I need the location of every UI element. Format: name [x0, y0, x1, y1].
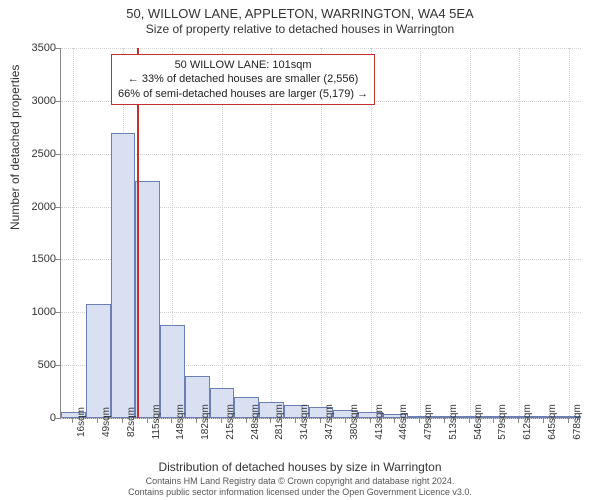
- xtick-label: 347sqm: [324, 404, 335, 440]
- xtick-mark: [246, 418, 247, 423]
- xtick-label: 612sqm: [522, 404, 533, 440]
- bar: [111, 133, 136, 418]
- xtick-label: 82sqm: [126, 407, 137, 437]
- xtick-label: 115sqm: [151, 405, 162, 440]
- xtick-mark: [493, 418, 494, 423]
- xtick-label: 413sqm: [374, 404, 385, 440]
- ytick-label: 1000: [6, 306, 56, 318]
- xtick-label: 248sqm: [250, 404, 261, 440]
- gridline-v: [519, 48, 520, 418]
- chart-title: 50, WILLOW LANE, APPLETON, WARRINGTON, W…: [0, 0, 600, 22]
- xtick-label: 281sqm: [274, 404, 285, 440]
- xtick-mark: [469, 418, 470, 423]
- xtick-mark: [543, 418, 544, 423]
- bar: [86, 304, 111, 418]
- ytick-label: 1500: [6, 253, 56, 265]
- xtick-label: 182sqm: [200, 404, 211, 440]
- xtick-label: 546sqm: [473, 404, 484, 440]
- callout-line2: ← 33% of detached houses are smaller (2,…: [118, 72, 368, 86]
- xtick-label: 215sqm: [225, 404, 236, 440]
- ytick-mark: [55, 365, 60, 366]
- chart-subtitle: Size of property relative to detached ho…: [0, 22, 600, 36]
- xtick-mark: [97, 418, 98, 423]
- gridline-v: [420, 48, 421, 418]
- xtick-label: 645sqm: [547, 404, 558, 440]
- xtick-mark: [320, 418, 321, 423]
- xtick-mark: [72, 418, 73, 423]
- xtick-mark: [270, 418, 271, 423]
- ytick-mark: [55, 101, 60, 102]
- xtick-mark: [295, 418, 296, 423]
- ytick-mark: [55, 259, 60, 260]
- footer-line2: Contains public sector information licen…: [0, 487, 600, 498]
- xtick-mark: [345, 418, 346, 423]
- gridline-v: [73, 48, 74, 418]
- callout-line3: 66% of semi-detached houses are larger (…: [118, 87, 368, 101]
- gridline-v: [470, 48, 471, 418]
- xtick-label: 446sqm: [398, 404, 409, 440]
- xtick-label: 314sqm: [299, 404, 310, 440]
- xtick-mark: [444, 418, 445, 423]
- xtick-mark: [196, 418, 197, 423]
- gridline-v: [569, 48, 570, 418]
- xtick-label: 16sqm: [76, 407, 87, 437]
- ytick-mark: [55, 154, 60, 155]
- xtick-label: 380sqm: [349, 404, 360, 440]
- ytick-label: 3500: [6, 42, 56, 54]
- xtick-mark: [419, 418, 420, 423]
- callout-box: 50 WILLOW LANE: 101sqm ← 33% of detached…: [111, 54, 375, 105]
- xtick-label: 513sqm: [448, 404, 459, 440]
- xtick-label: 479sqm: [423, 404, 434, 440]
- ytick-label: 500: [6, 359, 56, 371]
- xtick-mark: [122, 418, 123, 423]
- xtick-mark: [221, 418, 222, 423]
- xtick-mark: [394, 418, 395, 423]
- xtick-mark: [518, 418, 519, 423]
- ytick-mark: [55, 418, 60, 419]
- ytick-label: 2000: [6, 201, 56, 213]
- callout-line1: 50 WILLOW LANE: 101sqm: [118, 58, 368, 72]
- ytick-mark: [55, 312, 60, 313]
- footer-line1: Contains HM Land Registry data © Crown c…: [0, 476, 600, 487]
- xtick-mark: [147, 418, 148, 423]
- ytick-mark: [55, 207, 60, 208]
- xtick-mark: [568, 418, 569, 423]
- xtick-label: 678sqm: [572, 404, 583, 440]
- ytick-mark: [55, 48, 60, 49]
- ytick-label: 2500: [6, 148, 56, 160]
- footer-attribution: Contains HM Land Registry data © Crown c…: [0, 476, 600, 498]
- xtick-mark: [370, 418, 371, 423]
- xtick-label: 579sqm: [497, 404, 508, 440]
- plot-area: 50 WILLOW LANE: 101sqm ← 33% of detached…: [60, 48, 581, 419]
- xtick-label: 148sqm: [175, 404, 186, 440]
- xtick-label: 49sqm: [101, 407, 112, 437]
- ytick-label: 0: [6, 412, 56, 424]
- ytick-label: 3000: [6, 95, 56, 107]
- x-axis-label: Distribution of detached houses by size …: [0, 460, 600, 474]
- xtick-mark: [171, 418, 172, 423]
